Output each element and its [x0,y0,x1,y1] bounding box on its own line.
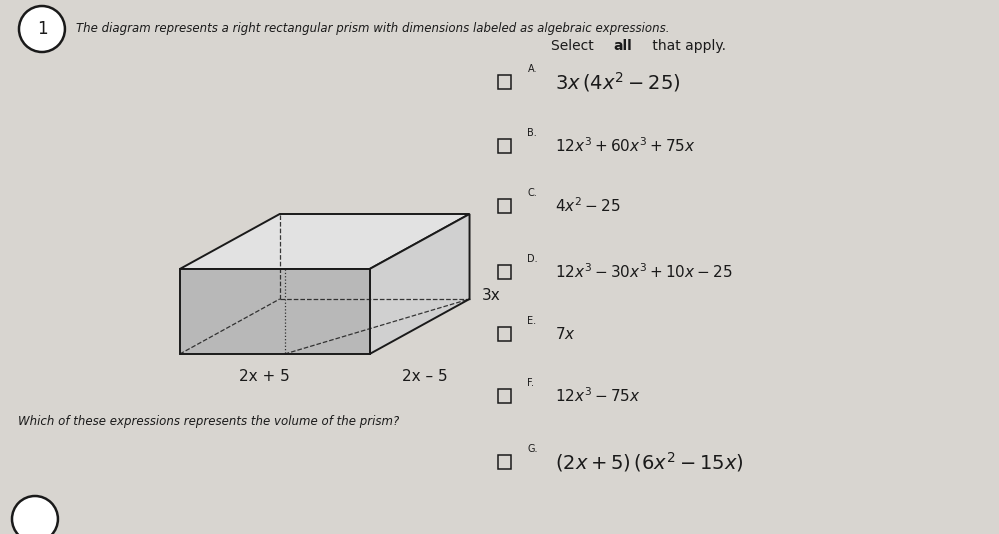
Text: $3x\,(4x^2-25)$: $3x\,(4x^2-25)$ [555,70,681,94]
Text: 2x + 5: 2x + 5 [240,369,290,384]
Text: A.: A. [527,64,537,74]
Text: $12x^3-30x^3+10x-25$: $12x^3-30x^3+10x-25$ [555,263,733,281]
Bar [498,389,511,403]
Circle shape [19,6,65,52]
Circle shape [12,496,58,534]
Text: $7x$: $7x$ [555,326,576,342]
Text: G.: G. [527,444,538,454]
Bar [498,265,511,279]
Text: $(2x+5)\,(6x^2-15x)$: $(2x+5)\,(6x^2-15x)$ [555,450,744,474]
Bar [498,75,511,89]
Bar [498,455,511,469]
Text: C.: C. [527,188,537,198]
Text: all: all [613,39,632,53]
Text: The diagram represents a right rectangular prism with dimensions labeled as alge: The diagram represents a right rectangul… [76,21,669,35]
Text: $12x^3+60x^3+75x$: $12x^3+60x^3+75x$ [555,137,696,155]
Text: E.: E. [527,316,536,326]
Text: D.: D. [527,254,538,264]
Text: 3x: 3x [482,287,500,302]
Text: $4x^2-25$: $4x^2-25$ [555,197,621,215]
Text: 2x – 5: 2x – 5 [402,369,448,384]
Text: $12x^3-75x$: $12x^3-75x$ [555,387,641,405]
Polygon shape [370,214,470,354]
Bar [498,199,511,213]
Text: Which of these expressions represents the volume of the prism?: Which of these expressions represents th… [18,415,400,428]
Bar [498,327,511,341]
Polygon shape [180,214,470,269]
Bar [498,139,511,153]
Text: 1: 1 [37,20,47,38]
Polygon shape [180,269,370,354]
Text: that apply.: that apply. [648,39,726,53]
Text: Select: Select [551,39,598,53]
Text: B.: B. [527,128,537,138]
Text: F.: F. [527,378,534,388]
